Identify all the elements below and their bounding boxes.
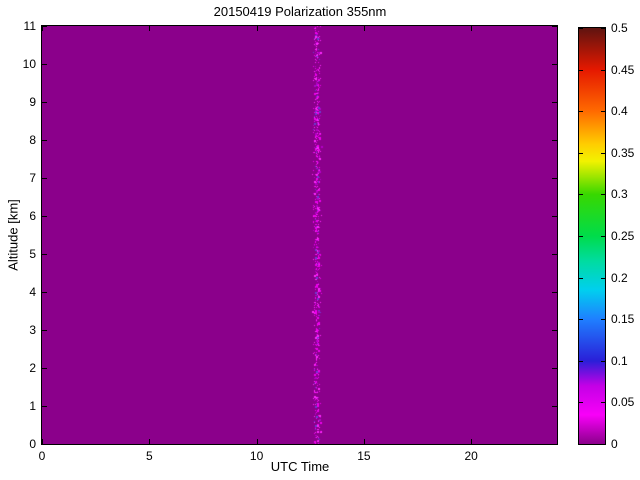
y-tick-mark (42, 102, 47, 103)
colorbar-tick-mark (601, 153, 605, 154)
colorbar-tick-mark (579, 361, 583, 362)
colorbar-tick-mark (601, 402, 605, 403)
x-tick-mark (364, 439, 365, 444)
y-tick-mark (552, 140, 557, 141)
y-tick-mark (42, 444, 47, 445)
colorbar-tick-mark (601, 361, 605, 362)
y-tick-label: 10 (22, 57, 36, 71)
x-tick-mark (149, 439, 150, 444)
y-tick-mark (42, 330, 47, 331)
plot-title: 20150419 Polarization 355nm (213, 4, 387, 19)
colorbar-tick-mark (601, 236, 605, 237)
colorbar-tick-mark (601, 111, 605, 112)
x-tick-mark (42, 439, 43, 444)
x-tick-mark (471, 439, 472, 444)
y-tick-label: 0 (29, 437, 36, 451)
y-tick-mark (552, 444, 557, 445)
y-tick-mark (42, 178, 47, 179)
y-tick-mark (552, 292, 557, 293)
colorbar (578, 27, 606, 445)
colorbar-tick-label: 0.5 (611, 21, 628, 35)
y-tick-mark (42, 406, 47, 407)
colorbar-tick-mark (579, 153, 583, 154)
y-tick-mark (552, 26, 557, 27)
x-tick-mark (149, 26, 150, 31)
colorbar-tick-mark (601, 70, 605, 71)
colorbar-tick-mark (579, 111, 583, 112)
x-tick-label: 5 (145, 449, 153, 463)
y-tick-mark (552, 368, 557, 369)
plot-area (41, 25, 558, 445)
x-axis-label: UTC Time (270, 459, 330, 474)
colorbar-tick-label: 0.1 (611, 354, 628, 368)
colorbar-tick-mark (579, 236, 583, 237)
colorbar-tick-mark (601, 278, 605, 279)
colorbar-tick-label: 0 (611, 437, 618, 451)
y-tick-mark (552, 178, 557, 179)
y-tick-label: 6 (29, 209, 36, 223)
x-tick-mark (471, 26, 472, 31)
y-tick-label: 2 (29, 361, 36, 375)
x-tick-label: 15 (357, 449, 371, 463)
colorbar-tick-mark (579, 28, 583, 29)
y-tick-label: 3 (29, 323, 36, 337)
colorbar-tick-mark (579, 70, 583, 71)
y-tick-mark (42, 254, 47, 255)
y-tick-mark (42, 292, 47, 293)
y-tick-mark (42, 140, 47, 141)
y-tick-label: 11 (23, 19, 36, 33)
x-tick-label: 10 (249, 449, 264, 463)
x-tick-mark (257, 26, 258, 31)
colorbar-tick-label: 0.35 (611, 146, 635, 160)
colorbar-tick-mark (579, 444, 583, 445)
colorbar-tick-mark (579, 278, 583, 279)
colorbar-tick-label: 0.05 (611, 395, 635, 409)
colorbar-tick-mark (601, 194, 605, 195)
y-tick-label: 1 (29, 399, 36, 413)
colorbar-tick-mark (579, 402, 583, 403)
y-tick-label: 9 (29, 95, 36, 109)
colorbar-tick-mark (601, 444, 605, 445)
colorbar-tick-label: 0.3 (611, 187, 628, 201)
y-tick-label: 7 (29, 171, 36, 185)
colorbar-tick-mark (579, 319, 583, 320)
x-tick-mark (364, 26, 365, 31)
colorbar-tick-mark (579, 194, 583, 195)
y-tick-mark (42, 26, 47, 27)
colorbar-tick-label: 0.4 (611, 104, 628, 118)
colorbar-tick-label: 0.15 (611, 312, 635, 326)
x-tick-mark (42, 26, 43, 31)
colorbar-tick-mark (601, 319, 605, 320)
x-tick-label: 0 (38, 449, 46, 463)
colorbar-tick-mark (601, 28, 605, 29)
y-tick-mark (42, 64, 47, 65)
y-tick-label: 4 (29, 285, 36, 299)
y-tick-mark (42, 368, 47, 369)
y-tick-mark (552, 406, 557, 407)
y-tick-mark (552, 102, 557, 103)
colorbar-tick-label: 0.2 (611, 271, 628, 285)
x-tick-label: 20 (464, 449, 478, 463)
y-tick-label: 8 (29, 133, 36, 147)
noise-streak-canvas (309, 26, 324, 444)
y-tick-mark (552, 330, 557, 331)
colorbar-tick-label: 0.45 (611, 63, 635, 77)
y-tick-mark (552, 254, 557, 255)
x-tick-mark (257, 439, 258, 444)
y-tick-mark (42, 216, 47, 217)
y-tick-label: 5 (29, 247, 36, 261)
y-tick-mark (552, 216, 557, 217)
colorbar-tick-label: 0.25 (611, 229, 635, 243)
y-tick-mark (552, 64, 557, 65)
